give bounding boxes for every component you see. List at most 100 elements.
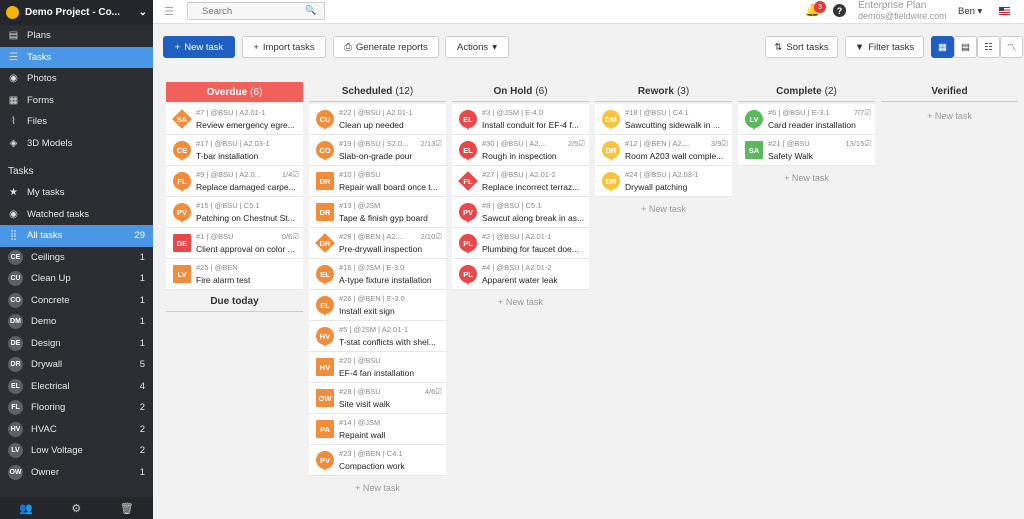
task-title: Site visit walk [339, 399, 391, 409]
new-task-link[interactable]: + New task [355, 483, 400, 493]
sidebar-footer: 👥 ⚙ 🗑 [0, 497, 153, 519]
nav-item-photos[interactable]: ◉ Photos [0, 68, 153, 90]
trash-icon[interactable]: 🗑 [119, 502, 134, 515]
task-card[interactable]: EL #26 | @BEN | E-3.0 Install exit sign [309, 290, 446, 321]
category-item[interactable]: CO Concrete 1 [0, 290, 153, 312]
task-card[interactable]: LV #6 | @BSU | E-3.1 Card reader installat… [738, 104, 875, 135]
gantt-view-button[interactable]: ☷ [977, 36, 1000, 58]
task-card[interactable]: FL #27 | @BSU | A2.01-2 Replace incorrect … [452, 166, 589, 197]
nav-item-3d-models[interactable]: ◈ 3D Models [0, 133, 153, 155]
task-filter-watched-tasks[interactable]: ◉ Watched tasks [0, 204, 153, 226]
task-card[interactable]: DR #10 | @BSU Repair wall board once t... [309, 166, 446, 197]
project-logo-icon [6, 6, 19, 19]
task-card[interactable]: LV #25 | @BEN Fire alarm test [166, 259, 303, 290]
new-task-link[interactable]: + New task [927, 111, 972, 121]
chevron-down-icon: ⌄ [138, 7, 147, 18]
gear-icon[interactable]: ⚙ [71, 502, 82, 515]
category-item[interactable]: EL Electrical 4 [0, 376, 153, 398]
calendar-view-button[interactable]: ▤ [954, 36, 977, 58]
search-input[interactable] [187, 2, 325, 20]
new-task-button[interactable]: + New task [163, 36, 235, 58]
task-card[interactable]: OW #28 | @BSU Site visit walk 4/6☑ [309, 383, 446, 414]
task-title: Patching on Chestnut St... [196, 213, 295, 223]
import-tasks-button[interactable]: + Import tasks [242, 36, 326, 58]
task-title: EF-4 fan installation [339, 368, 415, 378]
task-card[interactable]: FL #9 | @BSU | A2.0... Replace damaged car… [166, 166, 303, 197]
category-marker-label: PA [320, 424, 330, 434]
task-filter-my-tasks[interactable]: ★ My tasks [0, 182, 153, 204]
category-avatar: CE [8, 249, 23, 265]
task-card[interactable]: DE #1 | @BSU Client approval on color ... 0… [166, 228, 303, 259]
task-card[interactable]: DR #13 | @JSM Tape & finish gyp board [309, 197, 446, 228]
nav-item-plans[interactable]: ▤ Plans [0, 25, 153, 47]
category-marker-icon: PV [459, 203, 477, 223]
category-marker-icon: DR [602, 172, 620, 192]
task-card[interactable]: CE #17 | @BSU | A2.03-1 T-bar installation [166, 135, 303, 166]
new-task-link[interactable]: + New task [498, 297, 543, 307]
board-view-button[interactable]: ▦ [931, 36, 954, 58]
checklist-progress: 4/6☑ [424, 387, 442, 396]
category-item[interactable]: DE Design 1 [0, 333, 153, 355]
hamburger-menu-icon[interactable]: ☰ [164, 6, 174, 18]
analytics-view-button[interactable]: 〽 [1000, 36, 1023, 58]
category-count: 2 [139, 423, 145, 435]
grid-icon: ⣿ [9, 230, 18, 242]
category-item[interactable]: CU Clean Up 1 [0, 268, 153, 290]
checklist-progress: 13/15☑ [845, 139, 872, 148]
task-card[interactable]: DR #12 | @BEN | A2.... Room A203 wall comp… [595, 135, 732, 166]
task-card[interactable]: CU #22 | @BSU | A2.01-1 Clean up needed [309, 104, 446, 135]
user-menu[interactable]: Ben ▾ [958, 6, 982, 17]
task-card[interactable]: DR #24 | @BSU | A2.03-1 Drywall patching [595, 166, 732, 197]
category-item[interactable]: OW Owner 1 [0, 462, 153, 484]
board-column: Scheduled (12) CU #22 | @BSU | A2.01-1 Clean… [309, 82, 446, 500]
task-card[interactable]: PV #23 | @BEN | C4.1 Compaction work [309, 445, 446, 476]
category-marker-icon: EL [459, 141, 477, 161]
nav-item-tasks[interactable]: ☰ Tasks [0, 46, 153, 68]
nav-item-forms[interactable]: ▦ Forms [0, 90, 153, 112]
category-item[interactable]: FL Flooring 2 [0, 397, 153, 419]
column-count: (2) [824, 86, 837, 97]
task-card[interactable]: EL #30 | @BSU | A2.... Rough in inspection… [452, 135, 589, 166]
task-card[interactable]: PA #14 | @JSM Repaint wall [309, 414, 446, 445]
actions-dropdown[interactable]: Actions ▾ [445, 36, 509, 58]
column-count: (6) [535, 86, 548, 97]
task-card[interactable]: PV #8 | @BSU | C5.1 Sawcut along break in … [452, 197, 589, 228]
task-title: Replace damaged carpe... [196, 182, 296, 192]
plan-email: demos@fieldwire.com [858, 11, 947, 21]
task-card[interactable]: SA #21 | @BSU Safety Walk 13/15☑ [738, 135, 875, 166]
category-item[interactable]: CE Ceilings 1 [0, 247, 153, 269]
task-card[interactable]: EL #16 | @JSM | E-3.0 A-type fixture insta… [309, 259, 446, 290]
category-item[interactable]: LV Low Voltage 2 [0, 440, 153, 462]
task-filter-all-tasks[interactable]: ⣿ All tasks 29 [0, 225, 153, 247]
column-count: (12) [395, 86, 414, 97]
task-card[interactable]: HV #20 | @BSU EF-4 fan installation [309, 352, 446, 383]
category-item[interactable]: HV HVAC 2 [0, 419, 153, 441]
task-card[interactable]: DM #18 | @BSU | C4.1 Sawcutting sidewalk i… [595, 104, 732, 135]
search-icon[interactable]: 🔍 [305, 5, 317, 15]
project-selector[interactable]: Demo Project - Co... ⌄ [0, 0, 153, 25]
category-item[interactable]: DR Drywall 5 [0, 354, 153, 376]
category-item[interactable]: DM Demo 1 [0, 311, 153, 333]
us-flag-icon[interactable] [999, 7, 1010, 15]
nav-item-files[interactable]: ⌇ Files [0, 111, 153, 133]
task-card[interactable]: PV #15 | @BSU | C5.1 Patching on Chestnut … [166, 197, 303, 228]
generate-reports-button[interactable]: ⎙ Generate reports [333, 36, 439, 58]
task-card[interactable]: EL #3 | @JSM | E-4.0 Install conduit for E… [452, 104, 589, 135]
category-count: 1 [139, 466, 145, 478]
sort-tasks-button[interactable]: ⇅ Sort tasks [765, 36, 838, 58]
task-card[interactable]: DR #29 | @BEN | A2.... Pre-drywall inspect… [309, 228, 446, 259]
help-icon[interactable]: ? [833, 4, 846, 17]
new-task-link[interactable]: + New task [784, 173, 829, 183]
task-card[interactable]: PL #2 | @BSU | A2.01-1 Plumbing for faucet… [452, 228, 589, 259]
task-card[interactable]: SA #7 | @BSU | A2.01-1 Review emergency eg… [166, 104, 303, 135]
new-task-link[interactable]: + New task [641, 204, 686, 214]
task-card[interactable]: CO #19 | @BSU | S2.0... Slab-on-grade pour… [309, 135, 446, 166]
top-bar: ☰ 🔍 🔔 3 ? Enterprise Plan demos@fieldwir… [153, 0, 1024, 24]
category-marker-icon: PA [316, 420, 334, 438]
task-card[interactable]: HV #5 | @JSM | A2.01-1 T-stat conflicts wi… [309, 321, 446, 352]
task-meta: #17 | @BSU | A2.03-1 [196, 139, 270, 148]
users-icon[interactable]: 👥 [19, 502, 33, 515]
task-card[interactable]: PL #4 | @BSU | A2.01-2 Apparent water leak [452, 259, 589, 290]
filter-tasks-button[interactable]: ▼ Filter tasks [845, 36, 924, 58]
board-column: Overdue (6) SA #7 | @BSU | A2.01-1 Review em… [166, 82, 303, 290]
